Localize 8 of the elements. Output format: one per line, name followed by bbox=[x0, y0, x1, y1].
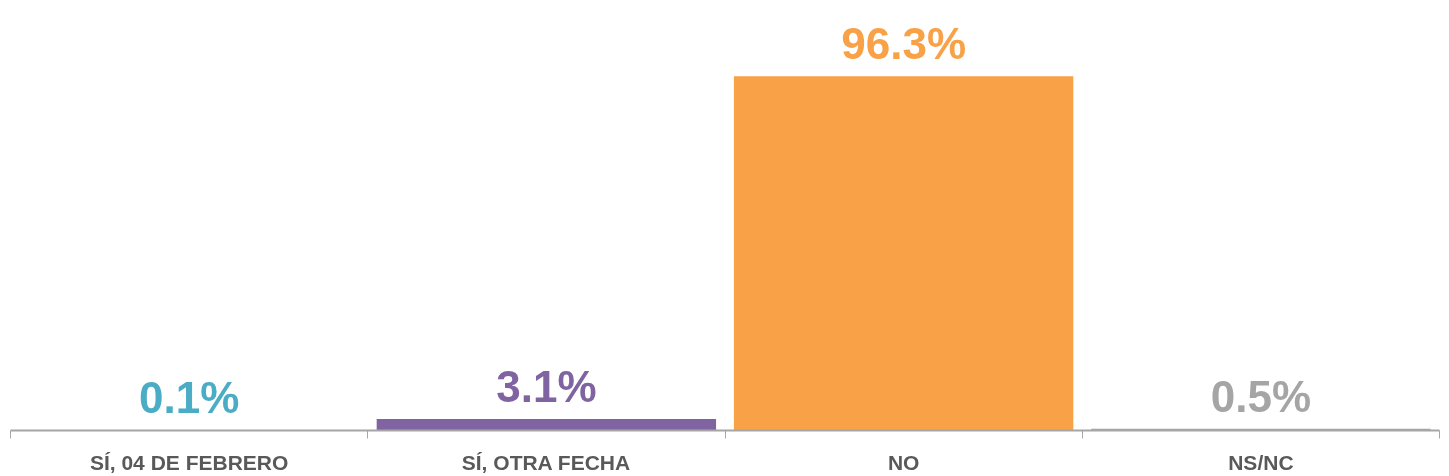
data-label: 3.1% bbox=[496, 362, 597, 412]
data-label: 0.1% bbox=[138, 373, 240, 423]
data-label: 0.5% bbox=[1210, 371, 1312, 421]
x-tick-label: SÍ, OTRA FECHA bbox=[461, 450, 631, 474]
x-tick-label: NS/NC bbox=[1228, 450, 1294, 474]
x-tick-label: NO bbox=[887, 450, 920, 474]
data-label: 96.3% bbox=[841, 19, 967, 69]
x-tick-label: SÍ, 04 DE FEBRERO bbox=[89, 450, 289, 474]
